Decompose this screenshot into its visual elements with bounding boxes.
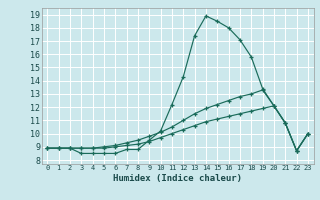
X-axis label: Humidex (Indice chaleur): Humidex (Indice chaleur) xyxy=(113,174,242,183)
